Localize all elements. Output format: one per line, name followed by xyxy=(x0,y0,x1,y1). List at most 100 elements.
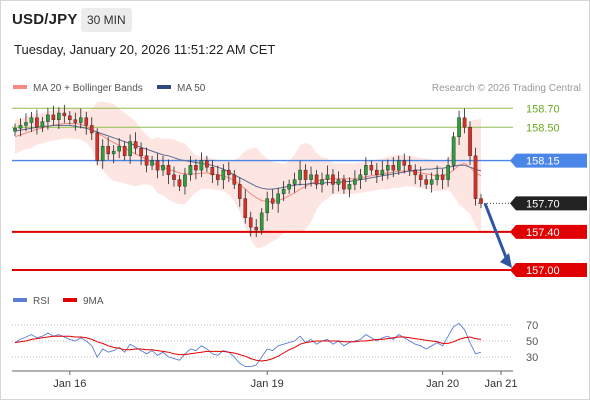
pivot-tag xyxy=(510,153,587,168)
candle-body xyxy=(144,155,149,166)
candle xyxy=(336,171,341,192)
candle-body xyxy=(358,174,363,180)
candle-body xyxy=(68,115,72,120)
legend-swatch xyxy=(13,85,27,89)
candle-body xyxy=(62,112,67,117)
candle-body xyxy=(309,174,313,180)
candle-body xyxy=(342,179,346,190)
candle xyxy=(270,189,275,210)
candle xyxy=(418,166,423,187)
candle xyxy=(194,159,198,180)
candle xyxy=(68,111,72,125)
candle xyxy=(402,153,407,174)
candle xyxy=(128,134,132,165)
support-tag xyxy=(510,262,587,277)
candle xyxy=(183,167,187,195)
candle xyxy=(369,160,374,175)
candle-body xyxy=(270,198,275,204)
candle xyxy=(199,152,204,178)
candle-body xyxy=(364,165,368,176)
candle xyxy=(155,153,160,179)
candle-body xyxy=(407,165,412,171)
candle-body xyxy=(413,169,418,176)
x-tick-label: Jan 16 xyxy=(53,378,86,390)
candle-body xyxy=(29,117,34,123)
forecast-arrowhead xyxy=(500,252,512,268)
candle-body xyxy=(106,146,110,155)
candle-body xyxy=(457,117,461,138)
candle-body xyxy=(353,179,357,185)
candle-body xyxy=(237,184,242,199)
pivot-label: 158.15 xyxy=(526,156,560,168)
candle xyxy=(468,121,472,166)
candle-body xyxy=(424,179,428,185)
candle xyxy=(24,113,28,132)
candle xyxy=(111,145,116,164)
candle xyxy=(276,187,280,213)
candle xyxy=(281,180,286,201)
candle xyxy=(161,156,165,176)
candle xyxy=(292,172,297,193)
candle xyxy=(435,165,439,186)
candle xyxy=(358,168,363,189)
candle xyxy=(364,157,368,182)
candle-body xyxy=(259,212,264,231)
candle xyxy=(243,189,248,224)
support-label: 157.40 xyxy=(526,227,560,239)
forecast-arrow xyxy=(483,202,509,261)
candle xyxy=(57,107,61,130)
candle-body xyxy=(51,114,56,120)
timeframe-badge[interactable]: 30 MIN xyxy=(81,8,132,32)
rsi-legend-swatch xyxy=(13,298,27,302)
candle xyxy=(320,172,324,193)
candle-body xyxy=(89,125,94,134)
candle-body xyxy=(210,167,215,176)
candle-body xyxy=(386,165,390,171)
candle xyxy=(35,109,39,135)
candle xyxy=(205,155,209,172)
legend-label: MA 50 xyxy=(177,83,206,94)
bollinger-band xyxy=(15,101,481,248)
candle-body xyxy=(391,165,396,171)
candle-body xyxy=(331,174,335,185)
candle-body xyxy=(303,169,308,180)
candle xyxy=(424,174,428,190)
candle-body xyxy=(111,150,116,155)
candle-body xyxy=(117,146,121,152)
candle-body xyxy=(232,174,237,185)
candle xyxy=(380,160,385,181)
candle-body xyxy=(314,174,319,185)
symbol-title: USD/JPY xyxy=(12,11,78,28)
candle xyxy=(117,138,121,159)
candle-body xyxy=(73,119,78,123)
candle xyxy=(413,164,418,185)
candle xyxy=(473,147,478,206)
candle-body xyxy=(435,174,439,180)
x-tick-label: Jan 21 xyxy=(484,378,517,390)
candle-body xyxy=(276,193,280,204)
candle xyxy=(347,177,352,198)
candle-body xyxy=(440,174,445,180)
candle xyxy=(46,107,50,130)
candle xyxy=(62,104,67,123)
candle xyxy=(237,177,242,207)
candle xyxy=(73,112,78,131)
candle xyxy=(462,108,467,134)
candle-body xyxy=(254,226,259,231)
candle-body xyxy=(177,179,182,187)
candle xyxy=(396,155,401,175)
candle xyxy=(309,166,313,187)
candle-body xyxy=(402,160,407,166)
candle xyxy=(166,159,171,185)
candle xyxy=(172,166,176,187)
candle-body xyxy=(347,184,352,190)
candle-body xyxy=(13,128,17,132)
candle-body xyxy=(479,198,483,204)
candle-body xyxy=(418,174,423,180)
candle xyxy=(254,218,259,238)
candle xyxy=(18,118,23,137)
candle xyxy=(221,164,226,189)
credit-text: Research © 2026 Trading Central xyxy=(432,83,581,94)
candle-body xyxy=(57,112,61,120)
